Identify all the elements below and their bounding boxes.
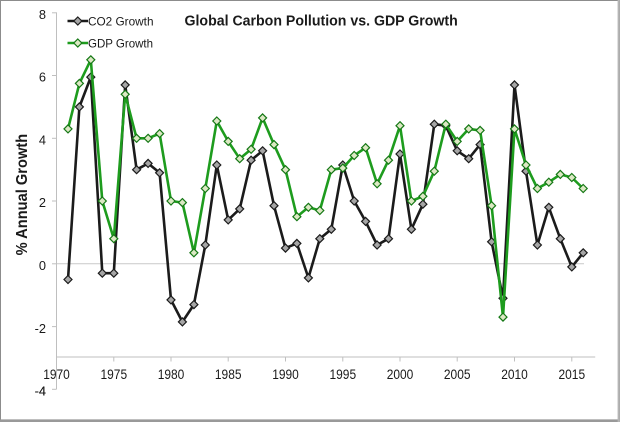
- svg-text:1990: 1990: [272, 367, 299, 382]
- svg-text:1985: 1985: [215, 367, 242, 382]
- svg-text:1975: 1975: [101, 367, 128, 382]
- svg-text:Global Carbon Pollution vs. GD: Global Carbon Pollution vs. GDP Growth: [185, 14, 458, 30]
- svg-text:-4: -4: [35, 384, 46, 399]
- svg-text:GDP Growth: GDP Growth: [88, 37, 153, 51]
- svg-text:% Annual Growth: % Annual Growth: [14, 134, 31, 256]
- svg-text:-4: -4: [35, 384, 46, 399]
- svg-text:1970: 1970: [43, 367, 70, 382]
- svg-text:2010: 2010: [501, 367, 528, 382]
- svg-text:1995: 1995: [330, 367, 357, 382]
- svg-text:2015: 2015: [559, 367, 586, 382]
- svg-text:0: 0: [39, 258, 46, 273]
- svg-text:6: 6: [39, 70, 46, 85]
- svg-text:2005: 2005: [444, 367, 471, 382]
- svg-text:-2: -2: [35, 321, 46, 336]
- svg-text:4: 4: [39, 133, 46, 148]
- svg-text:8: 8: [39, 7, 46, 22]
- svg-text:2: 2: [39, 195, 46, 210]
- svg-text:2000: 2000: [387, 367, 414, 382]
- svg-text:CO2 Growth: CO2 Growth: [88, 15, 154, 29]
- svg-text:1980: 1980: [158, 367, 185, 382]
